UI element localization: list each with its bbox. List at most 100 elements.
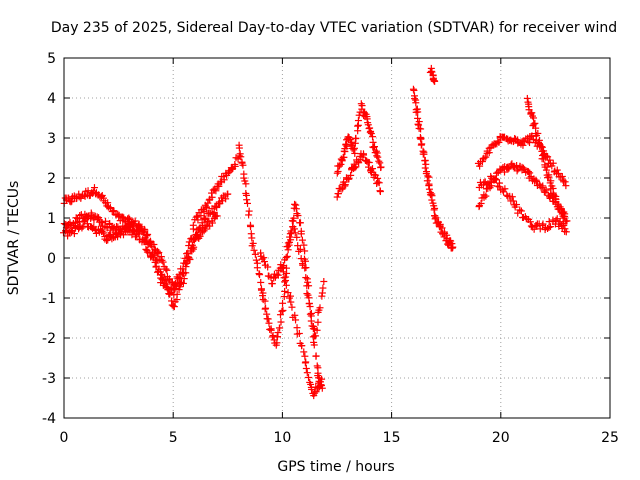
data-point: [292, 201, 300, 209]
data-point: [517, 207, 525, 215]
data-point: [370, 144, 378, 152]
data-point: [520, 164, 528, 172]
data-point: [306, 310, 314, 318]
data-point: [320, 277, 328, 285]
data-point: [562, 228, 570, 236]
data-point: [158, 275, 166, 283]
data-point: [298, 236, 306, 244]
data-point: [302, 364, 310, 372]
data-point: [422, 160, 430, 168]
data-point: [313, 362, 321, 370]
data-point: [213, 212, 221, 220]
data-point: [273, 270, 281, 278]
data-point: [92, 229, 100, 237]
data-point: [97, 226, 105, 234]
data-point: [501, 185, 509, 193]
y-tick-label: -3: [42, 371, 56, 387]
data-point: [304, 278, 312, 286]
data-point: [482, 153, 490, 161]
data-point: [259, 296, 267, 304]
data-point: [313, 326, 321, 334]
data-point: [282, 254, 290, 262]
data-point: [163, 266, 171, 274]
data-point: [291, 229, 299, 237]
data-point: [147, 240, 155, 248]
data-point: [133, 231, 141, 239]
data-point: [224, 190, 232, 198]
data-point: [102, 217, 110, 225]
data-point: [561, 212, 569, 220]
data-point: [367, 130, 375, 138]
data-point: [250, 246, 258, 254]
y-tick-label: 2: [47, 171, 56, 187]
data-point: [253, 264, 261, 272]
data-point: [492, 176, 500, 184]
data-point: [194, 216, 202, 224]
data-point: [287, 298, 295, 306]
data-point: [359, 150, 367, 158]
data-point: [202, 225, 210, 233]
data-point: [244, 199, 252, 207]
data-point: [264, 315, 272, 323]
x-tick-label: 0: [60, 430, 69, 446]
data-point: [552, 195, 560, 203]
plot-border: [63, 57, 611, 419]
data-point: [312, 388, 320, 396]
data-points: [60, 64, 571, 400]
data-point: [305, 300, 313, 308]
x-tick-label: 20: [492, 430, 510, 446]
data-point: [333, 169, 341, 177]
data-point: [312, 352, 320, 360]
data-point: [165, 275, 173, 283]
data-point: [493, 169, 501, 177]
data-point: [542, 186, 550, 194]
data-point: [247, 223, 255, 231]
data-point: [302, 274, 310, 282]
data-point: [251, 250, 259, 258]
data-point: [308, 385, 316, 393]
data-point: [553, 166, 561, 174]
data-point: [301, 247, 309, 255]
data-point: [314, 318, 322, 326]
data-point: [317, 382, 325, 390]
data-point: [499, 188, 507, 196]
data-point: [281, 287, 289, 295]
data-point: [304, 291, 312, 299]
data-point: [546, 156, 554, 164]
data-point: [420, 148, 428, 156]
data-point: [414, 114, 422, 122]
data-point: [411, 95, 419, 103]
data-point: [524, 137, 532, 145]
data-point: [274, 329, 282, 337]
data-point: [426, 191, 434, 199]
data-point: [260, 258, 268, 266]
data-point: [532, 176, 540, 184]
y-tick-label: -1: [42, 291, 56, 307]
data-point: [152, 262, 160, 270]
data-point: [291, 311, 299, 319]
data-point: [355, 159, 363, 167]
data-point: [545, 223, 553, 231]
data-point: [279, 306, 287, 314]
data-point: [539, 220, 547, 228]
data-point: [290, 214, 298, 222]
data-point: [524, 168, 532, 176]
x-tick-label: 10: [273, 430, 291, 446]
data-point: [82, 215, 90, 223]
data-point: [491, 174, 499, 182]
y-tick-label: 3: [47, 131, 56, 147]
data-point: [423, 168, 431, 176]
data-point: [266, 325, 274, 333]
data-point: [415, 118, 423, 126]
data-point: [220, 176, 228, 184]
data-point: [154, 267, 162, 275]
data-point: [301, 352, 309, 360]
data-point: [530, 114, 538, 122]
data-point: [287, 236, 295, 244]
data-point: [428, 196, 436, 204]
y-tick-label: 0: [47, 251, 56, 267]
data-point: [67, 198, 75, 206]
data-point: [159, 258, 167, 266]
data-point: [371, 143, 379, 151]
data-point: [148, 252, 156, 260]
